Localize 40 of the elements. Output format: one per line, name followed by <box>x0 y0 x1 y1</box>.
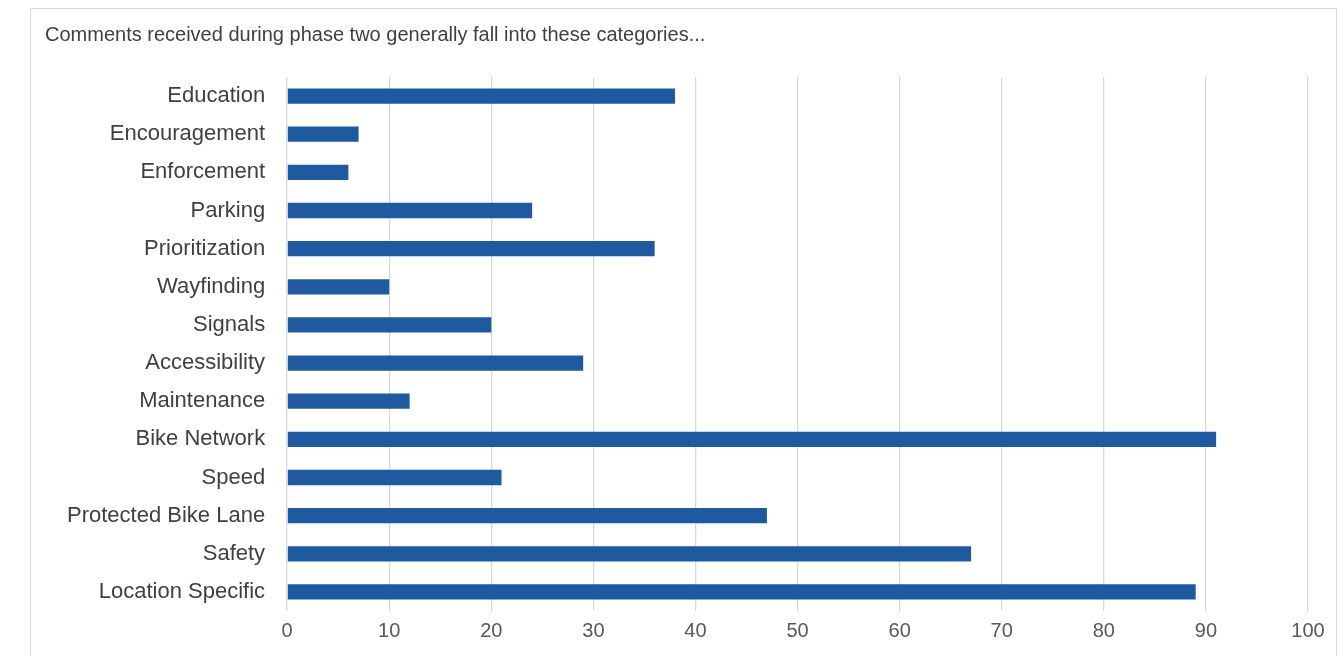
bar <box>287 317 492 333</box>
y-tick-label: Prioritization <box>144 234 266 260</box>
y-tick-label: Location Specific <box>98 577 266 603</box>
y-tick-label: Safety <box>202 539 266 565</box>
bar <box>287 508 767 524</box>
x-tick-label: 90 <box>1194 618 1218 641</box>
bar <box>287 164 349 180</box>
bar <box>287 126 359 142</box>
bar <box>287 431 1217 447</box>
y-tick-label: Maintenance <box>139 387 266 413</box>
bar <box>287 546 972 562</box>
x-tick-label: 100 <box>1291 618 1325 641</box>
x-tick-label: 10 <box>378 618 401 641</box>
y-tick-label: Wayfinding <box>157 272 266 298</box>
y-tick-label: Accessibility <box>145 349 266 375</box>
y-tick-label: Parking <box>190 196 266 222</box>
bar <box>287 241 655 257</box>
x-tick-label: 50 <box>786 618 809 641</box>
x-tick-label: 70 <box>990 618 1013 641</box>
bar <box>287 202 533 219</box>
x-tick-label: 80 <box>1092 618 1115 641</box>
x-tick-label: 40 <box>684 618 707 641</box>
x-tick-label: 30 <box>582 618 605 641</box>
chart-title: Comments received during phase two generally fall into these categories... <box>45 22 706 45</box>
x-tick-label: 0 <box>281 618 293 641</box>
x-tick-label: 20 <box>480 618 503 641</box>
y-tick-label: Encouragement <box>109 120 266 146</box>
bar <box>287 88 676 104</box>
bar <box>287 279 390 295</box>
y-tick-label: Education <box>167 82 266 108</box>
bar <box>287 355 584 371</box>
y-tick-label: Signals <box>192 310 266 336</box>
y-tick-label: Protected Bike Lane <box>66 501 266 527</box>
bar <box>287 393 410 409</box>
x-tick-label: 60 <box>888 618 911 641</box>
y-tick-label: Enforcement <box>140 158 266 184</box>
y-tick-label: Bike Network <box>135 425 267 451</box>
y-tick-label: Speed <box>201 463 266 489</box>
bar <box>287 469 502 486</box>
bar <box>287 584 1196 600</box>
